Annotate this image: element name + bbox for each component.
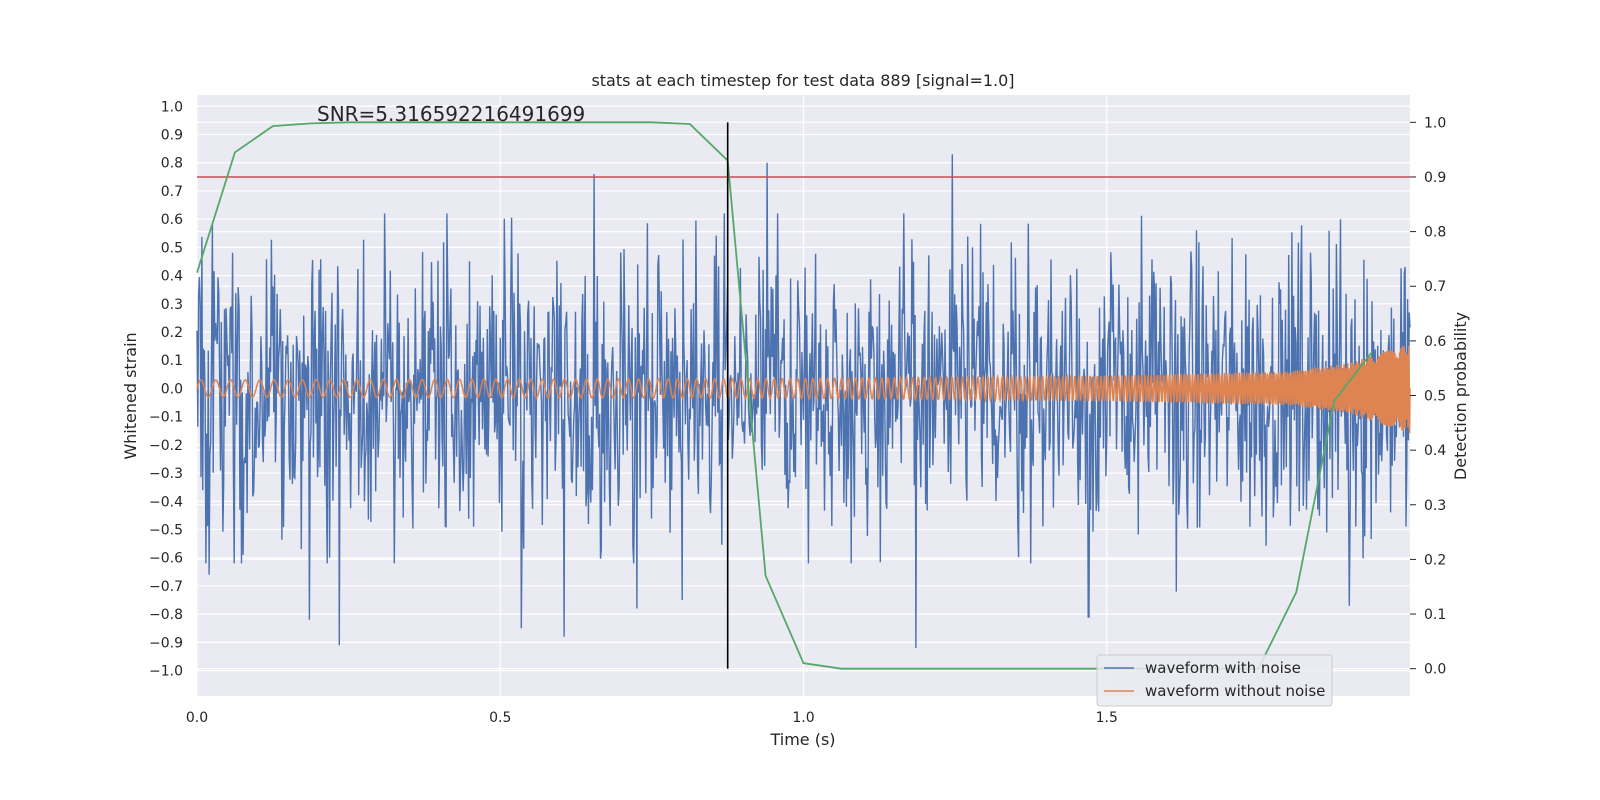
- y-tick-label: −0.9: [149, 635, 183, 651]
- legend-box: [1096, 654, 1333, 707]
- y-tick-label: 0.4: [161, 269, 183, 285]
- legend-label-waveform-without-noise: waveform without noise: [1145, 682, 1325, 700]
- y2-tick-label: 0.5: [1424, 389, 1446, 405]
- snr-annotation: SNR=5.316592216491699: [317, 102, 585, 126]
- y-tick-label: 0.5: [161, 240, 183, 256]
- y-tick-label: −0.5: [149, 523, 183, 539]
- x-axis-ticks: 0.0 0.5 1.0 1.5: [186, 710, 1118, 726]
- y-tick-label: −0.6: [149, 551, 183, 567]
- y2-tick-label: 0.1: [1424, 607, 1446, 623]
- y-tick-label: −0.2: [149, 438, 183, 454]
- y-axis-ticks: −1.0 −0.9 −0.8 −0.7 −0.6 −0.5 −0.4 −0.3 −0.2 −0.1…: [149, 99, 183, 679]
- y2-tick-label: 0.3: [1424, 498, 1446, 514]
- y2-tick-label: 0.2: [1424, 552, 1446, 568]
- y-tick-label: 0.1: [161, 353, 183, 369]
- x-axis-label: Time (s): [769, 730, 835, 749]
- y-tick-label: 1.0: [161, 99, 183, 115]
- chart-title: stats at each timestep for test data 889…: [591, 71, 1014, 90]
- y-tick-label: 0.6: [161, 212, 183, 228]
- y2-tick-label: 0.8: [1424, 225, 1446, 241]
- x-tick-label: 0.0: [186, 710, 208, 726]
- y2-tick-label: 1.0: [1424, 115, 1446, 131]
- y-tick-label: −0.1: [149, 410, 183, 426]
- y-tick-label: 0.7: [161, 184, 183, 200]
- y-tick-label: −0.4: [149, 494, 183, 510]
- y-tick-label: −0.3: [149, 466, 183, 482]
- series-waveform-without-noise: [196, 345, 1411, 434]
- y2-tick-label: 0.9: [1424, 170, 1446, 186]
- y2-axis-ticks: 0.0 0.1 0.2 0.3 0.4 0.5 0.6 0.7 0.8 0.9 1.0: [1410, 115, 1446, 678]
- y-tick-label: −0.7: [149, 579, 183, 595]
- y2-axis-label: Detection probability: [1451, 312, 1470, 480]
- y-tick-label: −0.8: [149, 607, 183, 623]
- y-tick-label: 0.2: [161, 325, 183, 341]
- y2-tick-label: 0.4: [1424, 443, 1446, 459]
- y2-tick-label: 0.6: [1424, 334, 1446, 350]
- y-tick-label: 0.9: [161, 128, 183, 144]
- legend: waveform with noise waveform without noi…: [1096, 654, 1333, 707]
- y2-tick-label: 0.7: [1424, 279, 1446, 295]
- legend-label-waveform-with-noise: waveform with noise: [1145, 659, 1301, 677]
- x-tick-label: 1.0: [792, 710, 814, 726]
- x-tick-label: 0.5: [489, 710, 511, 726]
- y-tick-label: −1.0: [149, 664, 183, 680]
- series-waveform-with-noise: [196, 154, 1411, 649]
- y2-tick-label: 0.0: [1424, 662, 1446, 678]
- y-tick-label: 0.0: [161, 381, 183, 397]
- x-tick-label: 1.5: [1096, 710, 1118, 726]
- y-tick-label: 0.8: [161, 156, 183, 172]
- y-tick-label: 0.3: [161, 297, 183, 313]
- y-axis-label: Whitened strain: [121, 332, 140, 459]
